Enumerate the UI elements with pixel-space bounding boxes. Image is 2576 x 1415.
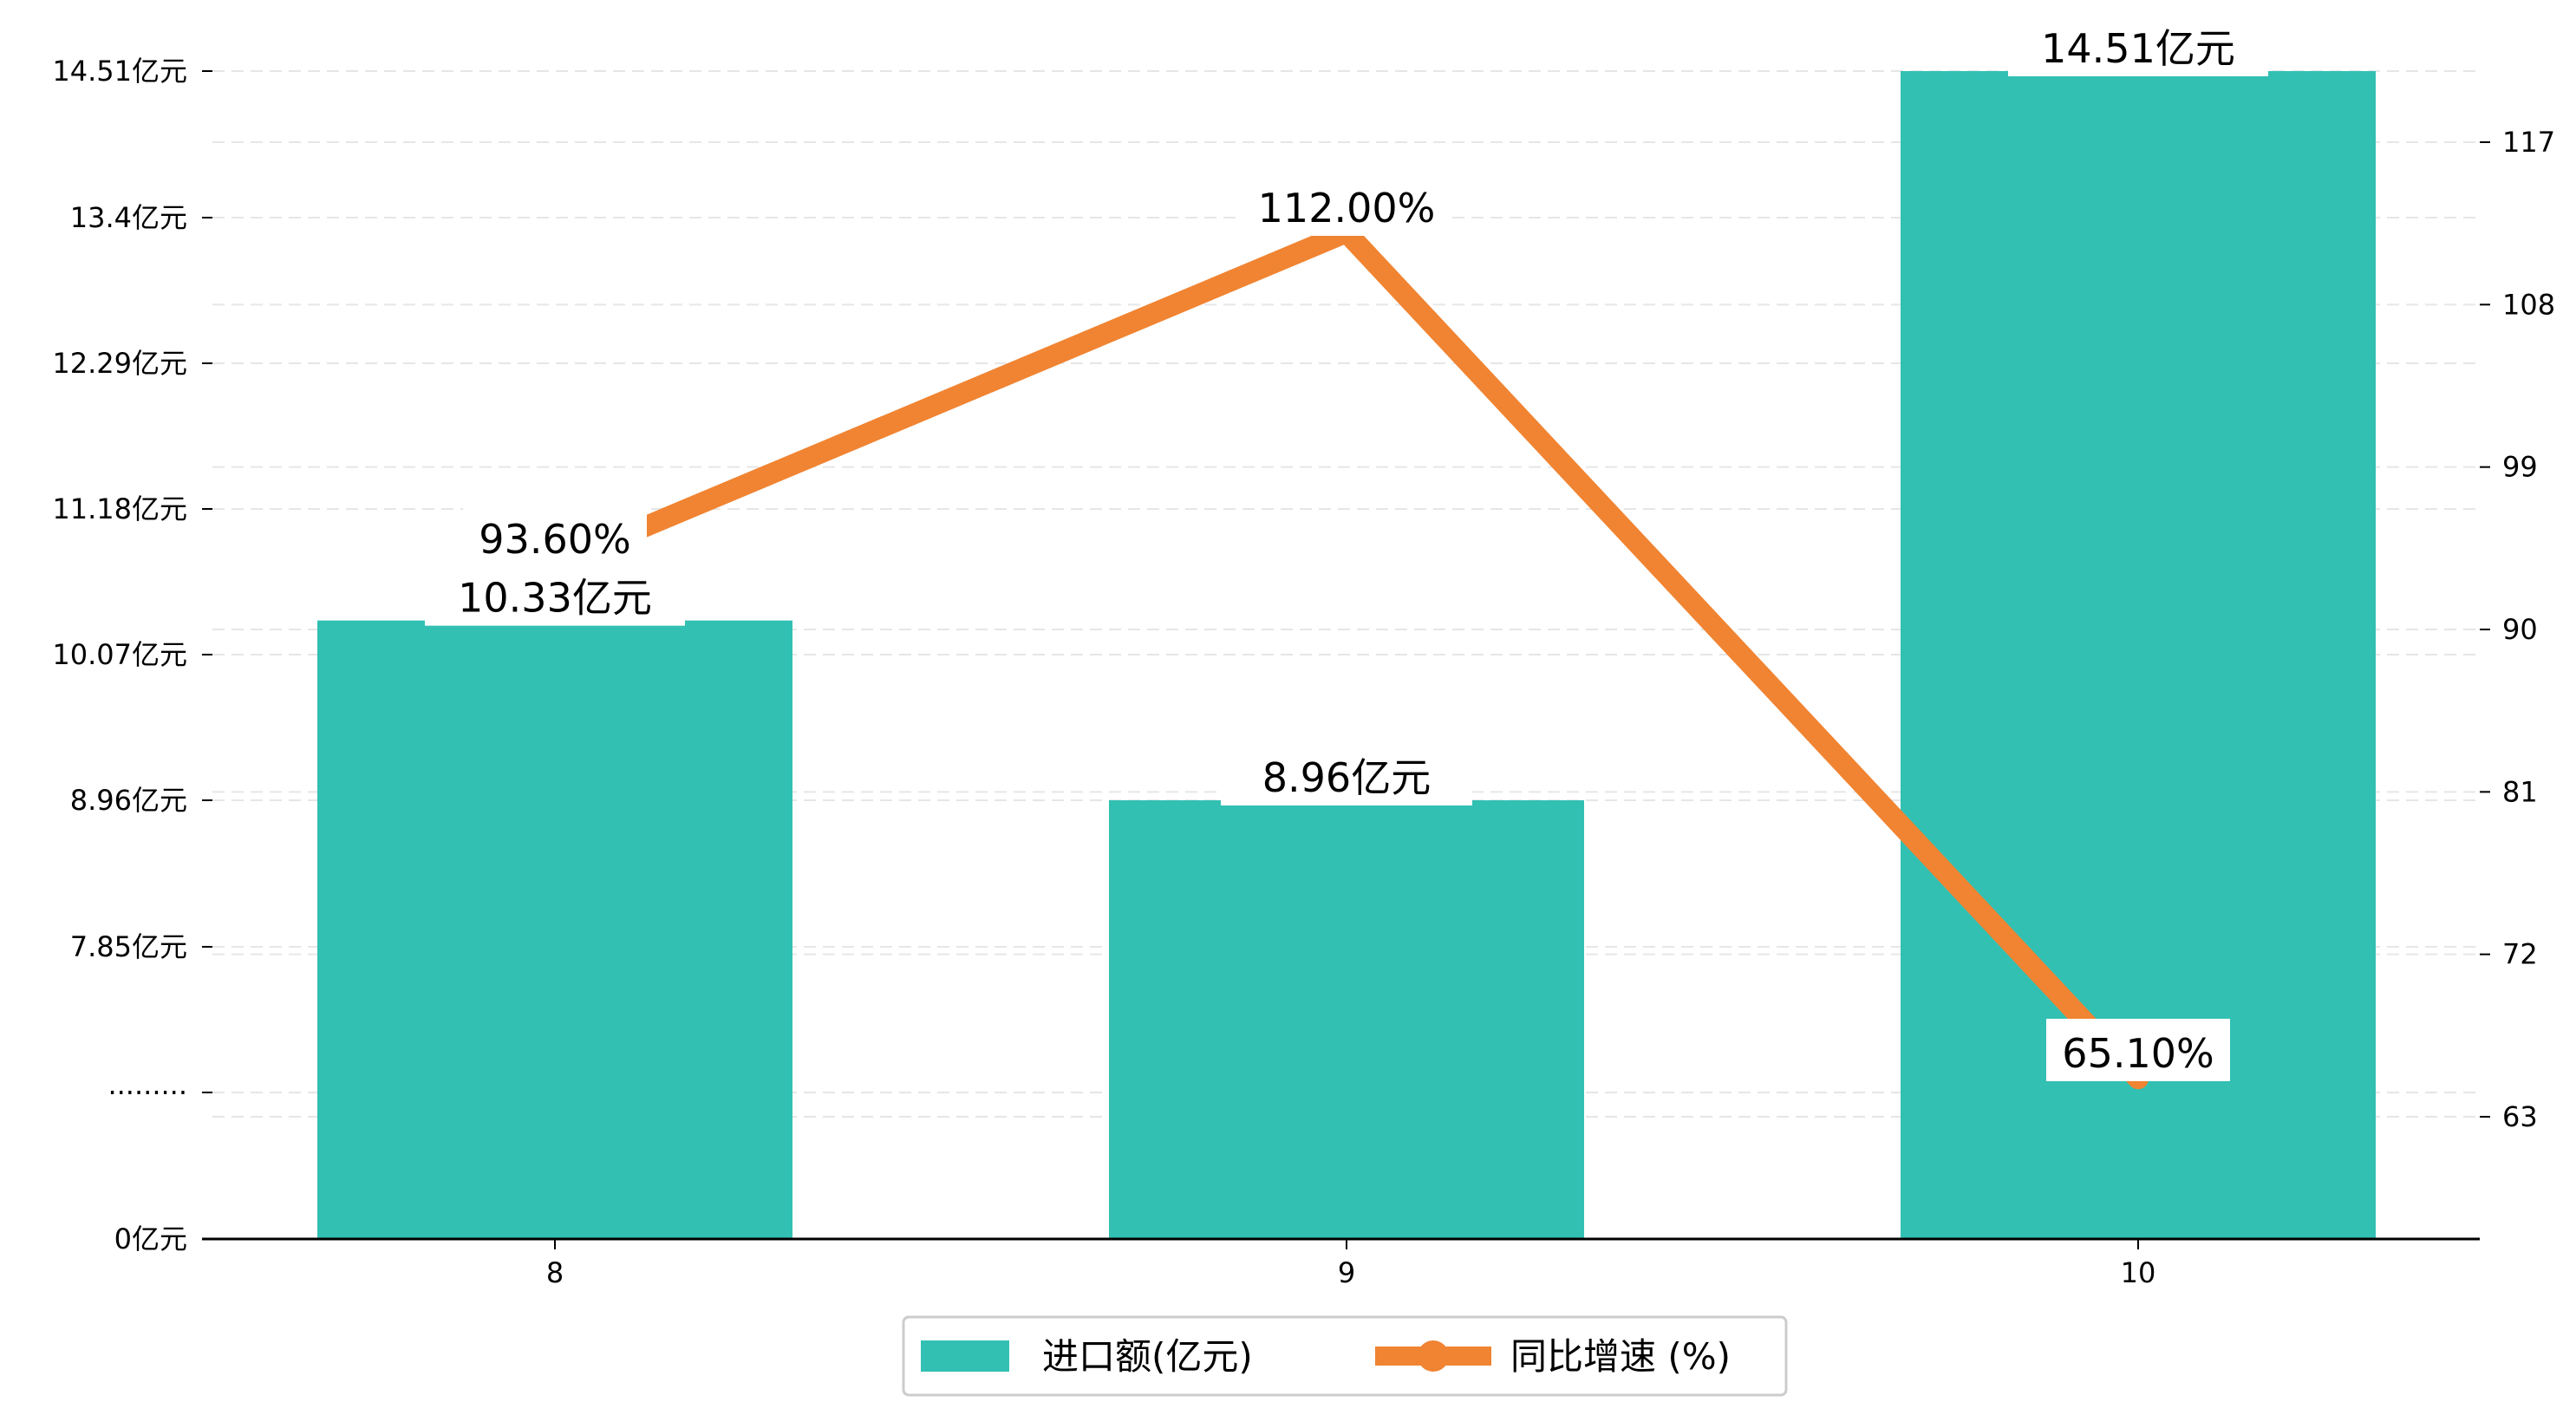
x-tick-label-9: 9	[1338, 1256, 1355, 1289]
bar-label-9: 8.96亿元	[1262, 754, 1431, 801]
bar-9	[1109, 800, 1584, 1239]
line-label-10: 65.10%	[2062, 1030, 2214, 1077]
line-label-8: 93.60%	[479, 516, 630, 563]
left-tick-label: 7.85亿元	[70, 930, 187, 963]
line-label-9: 112.00%	[1258, 185, 1436, 231]
left-tick-label: 10.07亿元	[52, 638, 187, 671]
left-tick-label: 13.4亿元	[70, 201, 187, 234]
legend-label-line: 同比增速 (%)	[1510, 1335, 1731, 1378]
axes: 0亿元 ········· 7.85亿元 8.96亿元 10.07亿元 11.18亿元 12…	[52, 55, 2555, 1289]
bar-label-9-bg	[1221, 743, 1472, 805]
legend-swatch-marker	[1418, 1340, 1449, 1372]
left-tick-label: 8.96亿元	[70, 784, 187, 817]
bar-label-8: 10.33亿元	[458, 575, 652, 622]
bar-series	[317, 71, 2376, 1239]
left-tick-label: 14.51亿元	[52, 55, 187, 88]
right-tick-label: 117	[2502, 126, 2555, 159]
line-label-8-bg	[463, 505, 647, 567]
left-tick-label: 11.18亿元	[52, 492, 187, 525]
right-tick-label: 99	[2502, 451, 2538, 484]
x-tick-label-8: 8	[546, 1256, 564, 1289]
legend: 进口额(亿元) 同比增速 (%)	[902, 1315, 1788, 1397]
right-tick-label: 108	[2502, 288, 2555, 321]
right-tick-label: 90	[2502, 613, 2538, 646]
right-tick-label: 81	[2502, 775, 2538, 808]
legend-box	[902, 1315, 1788, 1397]
x-tick-label-10: 10	[2121, 1256, 2156, 1289]
left-tick-label: ·········	[108, 1076, 187, 1109]
line-label-10-bg	[2046, 1019, 2230, 1081]
left-tick-label: 12.29亿元	[52, 347, 187, 380]
bar-label-10: 14.51亿元	[2041, 25, 2235, 72]
legend-label-bar: 进口额(亿元)	[1042, 1335, 1253, 1378]
bar-label-10-bg	[2008, 14, 2268, 76]
right-tick-label: 72	[2502, 938, 2538, 971]
legend-swatch-bar	[921, 1340, 1009, 1372]
right-tick-label: 63	[2502, 1100, 2538, 1133]
line-label-9-bg	[1242, 173, 1451, 236]
bar-8	[317, 620, 792, 1239]
data-labels: 10.33亿元 8.96亿元 14.51亿元 93.60% 112.00% 65.10%	[425, 14, 2268, 1081]
left-tick-label: 0亿元	[114, 1223, 187, 1255]
bar-label-8-bg	[425, 563, 685, 626]
